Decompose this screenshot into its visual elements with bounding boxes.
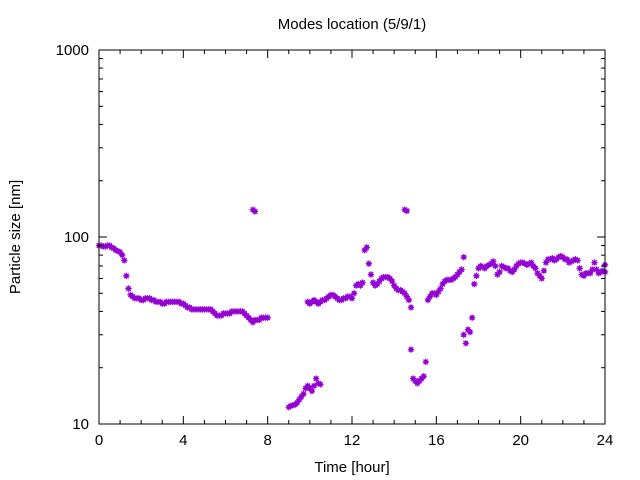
- y-tick-label: 1000: [56, 42, 89, 59]
- x-tick-label: 4: [179, 432, 187, 449]
- x-tick-label: 16: [428, 432, 445, 449]
- data-point: [471, 280, 478, 288]
- data-point: [591, 259, 598, 266]
- data-point: [407, 304, 415, 311]
- data-point: [403, 207, 411, 215]
- data-point: [300, 390, 307, 398]
- data-point: [123, 272, 130, 280]
- data-point: [420, 373, 427, 380]
- data-point: [468, 314, 476, 321]
- data-point: [317, 381, 324, 388]
- data-point: [118, 251, 126, 259]
- data-point: [365, 260, 373, 267]
- data-point: [532, 265, 539, 272]
- x-tick-label: 20: [512, 432, 529, 449]
- data-point: [466, 328, 474, 336]
- data-point: [587, 270, 594, 277]
- data-point: [576, 265, 583, 272]
- data-point: [405, 296, 413, 304]
- data-point: [473, 272, 480, 280]
- y-tick-label: 100: [64, 229, 89, 246]
- data-point: [462, 340, 470, 347]
- data-point: [359, 279, 366, 286]
- data-point: [433, 291, 440, 299]
- data-point: [350, 290, 358, 297]
- data-point: [460, 331, 467, 338]
- x-tick-label: 8: [263, 432, 271, 449]
- data-point: [363, 244, 370, 251]
- x-axis-title: Time [hour]: [314, 459, 389, 476]
- data-point: [574, 257, 581, 264]
- y-tick-label: 10: [72, 416, 89, 433]
- data-point: [407, 346, 415, 353]
- data-point: [251, 208, 259, 215]
- data-points: [95, 206, 609, 411]
- data-point: [264, 314, 271, 321]
- data-point: [589, 266, 596, 273]
- data-point: [492, 262, 499, 270]
- data-point: [460, 253, 467, 261]
- data-point: [367, 271, 375, 278]
- plot-frame: [98, 49, 606, 425]
- data-point: [312, 375, 320, 382]
- data-point: [293, 399, 301, 406]
- axis-ticks: 0 4 8 12 16 20 24 10 100 1000: [56, 42, 614, 449]
- data-point: [308, 387, 316, 395]
- chart-title: Modes location (5/9/1): [278, 16, 426, 33]
- data-point: [458, 266, 465, 273]
- data-point: [348, 295, 356, 302]
- data-point: [121, 257, 128, 264]
- x-tick-label: 12: [344, 432, 361, 449]
- x-tick-label: 0: [95, 432, 103, 449]
- x-tick-label: 24: [597, 432, 614, 449]
- data-point: [125, 285, 132, 292]
- y-axis-title: Particle size [nm]: [7, 180, 24, 294]
- data-point: [540, 267, 548, 274]
- data-point: [538, 275, 545, 282]
- data-point: [422, 358, 429, 366]
- data-point: [496, 268, 503, 276]
